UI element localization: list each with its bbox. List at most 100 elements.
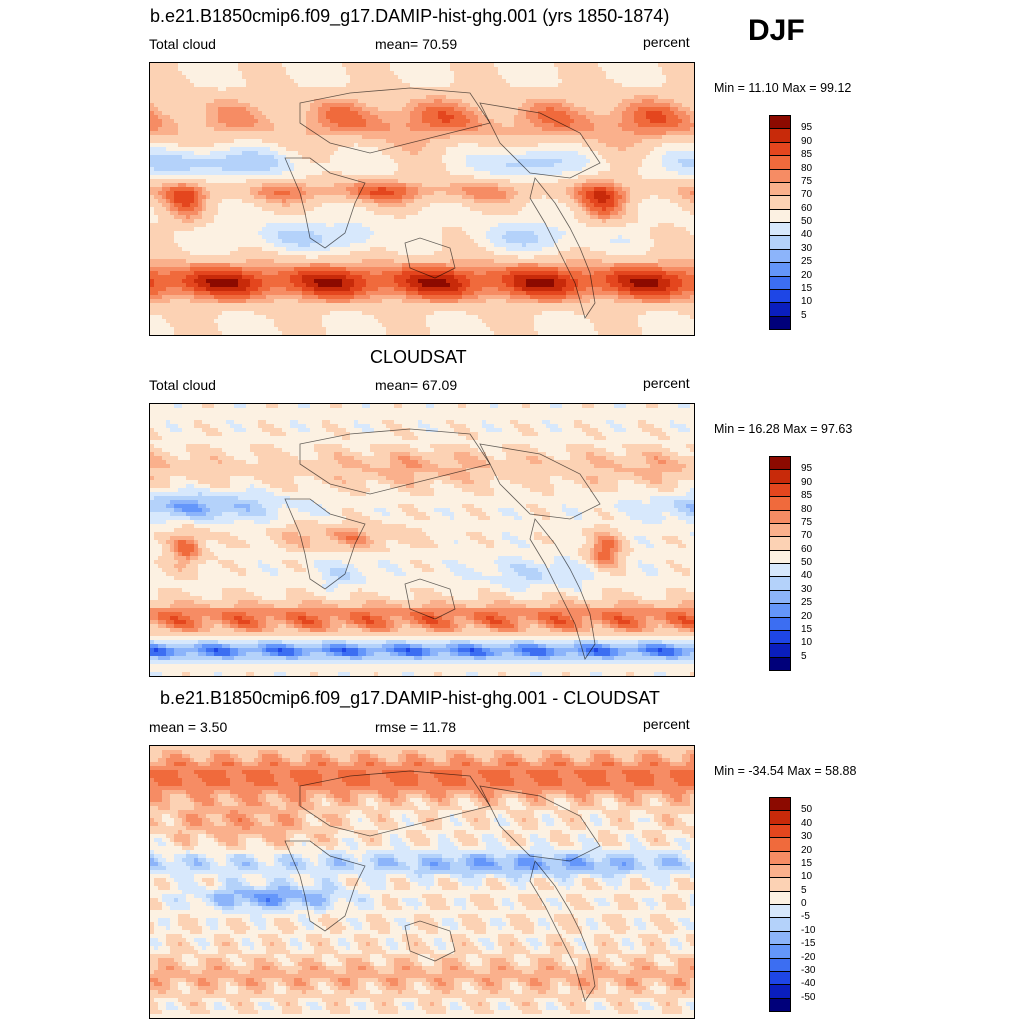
colorbar-tick-label: -50 — [801, 992, 815, 1003]
colorbar-swatch — [769, 823, 791, 839]
colorbar-swatch — [769, 797, 791, 812]
colorbar-tick-label: 40 — [801, 230, 812, 240]
panel-2-minmax: Min = 16.28 Max = 97.63 — [714, 422, 852, 436]
colorbar-swatch — [769, 944, 791, 959]
colorbar-tick-label: 50 — [801, 217, 812, 227]
colorbar-swatch — [769, 456, 791, 471]
colorbar-swatch — [769, 195, 791, 210]
colorbar-swatch — [769, 509, 791, 524]
colorbar-tick-label: -40 — [801, 979, 815, 989]
colorbar-tick-label: -30 — [801, 965, 815, 976]
panel-1-mean-label: mean= 70.59 — [375, 36, 457, 52]
colorbar-tick-label: 20 — [801, 611, 812, 622]
colorbar-tick-label: 60 — [801, 544, 812, 555]
panel-1-variable-label: Total cloud — [149, 36, 216, 52]
colorbar-swatch — [769, 288, 791, 304]
colorbar-swatch — [769, 208, 791, 223]
colorbar-tick-label: 20 — [801, 270, 812, 281]
colorbar-swatch — [769, 957, 791, 972]
colorbar-tick-label: 0 — [801, 899, 807, 909]
colorbar-tick-label: 75 — [801, 176, 812, 187]
panel-2-contour-field — [150, 404, 694, 676]
colorbar-swatch — [769, 810, 791, 825]
colorbar-swatch — [769, 837, 791, 852]
colorbar-swatch — [769, 563, 791, 578]
colorbar-swatch — [769, 469, 791, 484]
colorbar-swatch — [769, 603, 791, 618]
colorbar-swatch — [769, 904, 791, 919]
colorbar-tick-label: -5 — [801, 912, 810, 922]
colorbar-swatch — [769, 302, 791, 317]
colorbar-swatch — [769, 917, 791, 932]
colorbar-swatch — [769, 235, 791, 250]
colorbar-tick-label: 50 — [801, 558, 812, 568]
panel-3-title: b.e21.B1850cmip6.f09_g17.DAMIP-hist-ghg.… — [160, 688, 660, 709]
colorbar-swatch — [769, 589, 791, 605]
panel-2-colorbar: 95 90 85 80 75 70 60 50 40 30 25 20 15 10 5 — [769, 456, 829, 671]
colorbar-tick-label: 15 — [801, 624, 812, 635]
colorbar-tick-label: 25 — [801, 257, 812, 267]
colorbar-swatch — [769, 496, 791, 511]
panel-2-variable-label: Total cloud — [149, 377, 216, 393]
panel-1-units-label: percent — [643, 34, 690, 50]
colorbar-tick-label: 30 — [801, 243, 812, 254]
colorbar-swatch — [769, 970, 791, 986]
colorbar-tick-label: 25 — [801, 598, 812, 608]
colorbar-tick-label: 90 — [801, 136, 812, 147]
colorbar-tick-label: 5 — [801, 310, 807, 321]
colorbar-tick-label: 20 — [801, 845, 812, 856]
panel-3-mean-label: mean = 3.50 — [149, 719, 227, 735]
colorbar-swatch — [769, 141, 791, 157]
colorbar-swatch — [769, 181, 791, 197]
season-label: DJF — [748, 14, 805, 48]
colorbar-tick-label: 15 — [801, 283, 812, 294]
colorbar-swatch — [769, 850, 791, 865]
colorbar-swatch — [769, 930, 791, 946]
colorbar-swatch — [769, 629, 791, 645]
colorbar-tick-label: 95 — [801, 464, 812, 474]
colorbar-swatch — [769, 128, 791, 143]
colorbar-tick-label: 50 — [801, 805, 812, 815]
panel-3-map — [149, 745, 695, 1019]
colorbar-tick-label: 15 — [801, 858, 812, 869]
panel-3-contour-field — [150, 746, 694, 1018]
colorbar-tick-label: 75 — [801, 517, 812, 528]
colorbar-swatch — [769, 536, 791, 551]
panel-1-title: b.e21.B1850cmip6.f09_g17.DAMIP-hist-ghg.… — [150, 6, 669, 27]
colorbar-tick-label: 85 — [801, 491, 812, 501]
colorbar-swatch — [769, 262, 791, 277]
colorbar-tick-label: 10 — [801, 872, 812, 882]
colorbar-tick-label: 40 — [801, 571, 812, 581]
panel-2-mean-label: mean= 67.09 — [375, 377, 457, 393]
panel-3-minmax: Min = -34.54 Max = 58.88 — [714, 764, 856, 778]
colorbar-tick-label: 5 — [801, 885, 807, 896]
colorbar-tick-label: 80 — [801, 504, 812, 515]
panel-1-map — [149, 62, 695, 336]
colorbar-swatch — [769, 248, 791, 264]
colorbar-swatch — [769, 997, 791, 1012]
panel-2-title: CLOUDSAT — [370, 347, 467, 368]
colorbar-tick-label: 80 — [801, 163, 812, 174]
colorbar-swatch — [769, 643, 791, 658]
colorbar-swatch — [769, 155, 791, 170]
colorbar-swatch — [769, 168, 791, 183]
panel-1-colorbar: 95 90 85 80 75 70 60 50 40 30 25 20 15 10 5 — [769, 115, 829, 330]
panel-2-map — [149, 403, 695, 677]
colorbar-tick-label: 30 — [801, 832, 812, 842]
panel-2-units-label: percent — [643, 375, 690, 391]
colorbar-swatch — [769, 656, 791, 671]
colorbar-swatch — [769, 222, 791, 237]
colorbar-swatch — [769, 115, 791, 130]
panel-1-minmax: Min = 11.10 Max = 99.12 — [714, 81, 851, 95]
colorbar-swatch — [769, 984, 791, 999]
colorbar-tick-label: 70 — [801, 190, 812, 200]
colorbar-tick-label: 40 — [801, 818, 812, 829]
colorbar-swatch — [769, 522, 791, 538]
panel-3-colorbar: 50 40 30 20 15 10 5 0 -5 -10 -15 -20 -30 -40 -50 — [769, 797, 829, 1012]
panel-3-rmse-label: rmse = 11.78 — [375, 719, 456, 735]
colorbar-tick-label: 30 — [801, 584, 812, 595]
colorbar-swatch — [769, 482, 791, 498]
colorbar-swatch — [769, 877, 791, 892]
panel-3-units-label: percent — [643, 716, 690, 732]
colorbar-tick-label: 10 — [801, 638, 812, 648]
